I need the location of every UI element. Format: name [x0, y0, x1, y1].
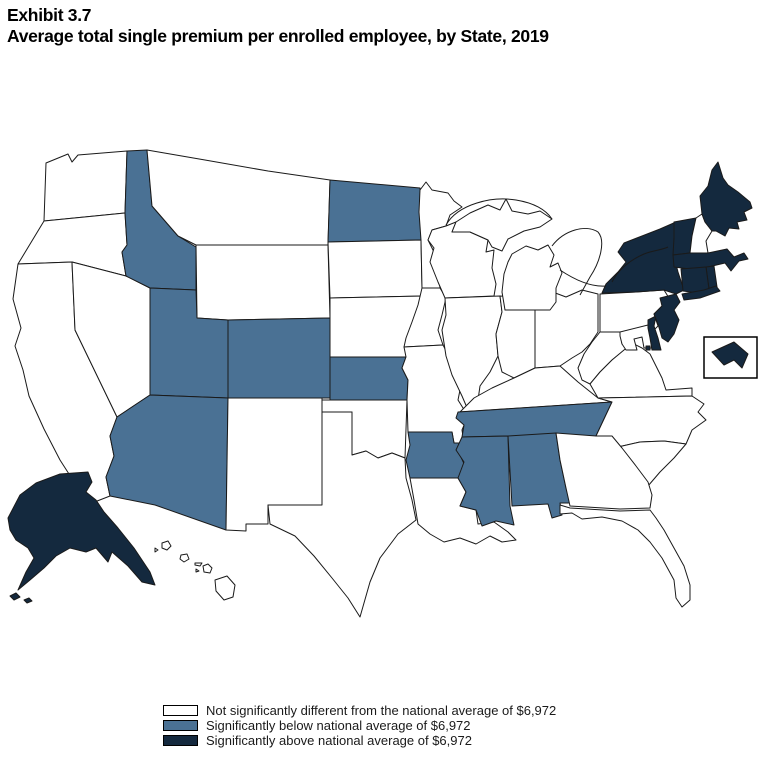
legend-item-above: Significantly above national average of … — [163, 733, 556, 748]
legend-swatch-above — [163, 735, 198, 746]
state-co — [227, 317, 333, 399]
state-hi — [154, 540, 236, 601]
state-tx — [267, 411, 417, 618]
legend-swatch-below — [163, 720, 198, 731]
state-dc — [711, 341, 749, 369]
legend-item-below: Significantly below national average of … — [163, 718, 556, 733]
exhibit-subtitle: Average total single premium per enrolle… — [7, 26, 549, 46]
state-dc-map-dot — [645, 345, 651, 351]
state-az — [105, 394, 229, 531]
lake-ontario-outline — [611, 246, 669, 283]
state-nj — [653, 293, 681, 343]
legend-swatch-not-different — [163, 705, 198, 716]
legend-item-not-different: Not significantly different from the nat… — [163, 703, 556, 718]
state-hi-niihau — [154, 547, 159, 553]
state-ny — [601, 221, 685, 295]
state-hi-lanai — [195, 568, 200, 573]
state-ak-aleutian-island-2 — [23, 597, 33, 604]
state-ks — [329, 356, 409, 401]
exhibit-title: Exhibit 3.7 Average total single premium… — [7, 5, 549, 47]
state-hi-oahu — [179, 553, 190, 563]
state-me — [699, 161, 753, 237]
state-ct — [680, 266, 710, 294]
state-mi-upper — [451, 198, 553, 252]
lake-superior-outline — [445, 198, 553, 226]
state-mi-lower — [501, 244, 563, 311]
state-ak — [7, 471, 156, 591]
legend-label-above: Significantly above national average of … — [206, 733, 472, 748]
state-hi-kauai — [161, 540, 172, 551]
state-ny-long-island — [681, 285, 721, 301]
state-nd — [327, 179, 422, 243]
state-sd — [327, 239, 425, 299]
state-hi-big-island — [214, 575, 236, 601]
lake-erie-outline — [559, 269, 607, 287]
state-de — [647, 315, 662, 351]
state-hi-molokai — [194, 562, 203, 567]
state-ak-aleutian-island-1 — [9, 592, 21, 601]
state-fl — [559, 504, 691, 608]
legend: Not significantly different from the nat… — [163, 703, 556, 748]
state-ga — [555, 432, 653, 510]
legend-label-not-different: Not significantly different from the nat… — [206, 703, 557, 718]
state-mt — [146, 149, 331, 246]
state-wy — [195, 244, 331, 321]
lake-huron-outline — [551, 228, 603, 296]
exhibit-number: Exhibit 3.7 — [7, 5, 92, 25]
state-hi-maui — [202, 563, 213, 574]
legend-label-below: Significantly below national average of … — [206, 718, 471, 733]
state-wa — [43, 150, 128, 222]
state-ms — [455, 435, 515, 527]
